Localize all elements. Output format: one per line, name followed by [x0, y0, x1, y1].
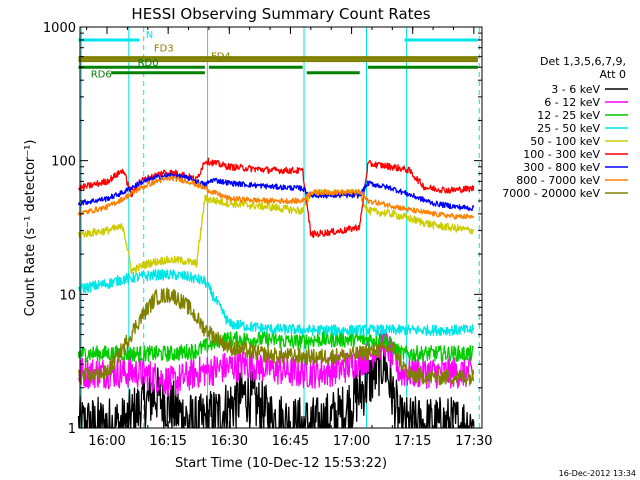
flag-label-rd0: RD0 [138, 58, 159, 69]
series-line-8 [77, 287, 475, 386]
legend-label-0: 3 - 6 keV [551, 83, 600, 96]
x-tick-label-5: 17:15 [394, 434, 431, 449]
x-tick-label-1: 16:15 [149, 434, 186, 449]
x-tick-label-2: 16:30 [211, 434, 248, 449]
chart-title: HESSI Observing Summary Count Rates [131, 5, 430, 23]
x-tick-label-6: 17:30 [455, 434, 492, 449]
series-line-5 [78, 157, 475, 239]
y-tick-label-3: 1000 [43, 21, 76, 36]
series-line-3 [77, 268, 475, 337]
legend-header-line1: Det 1,3,5,6,7,9, [540, 55, 626, 68]
legend-header-line2: Att 0 [600, 68, 626, 81]
series-line-7 [77, 175, 475, 220]
y-axis-ticks: 1 10 100 1000 [43, 21, 482, 437]
flag-label-fd4: FD4 [211, 52, 231, 63]
legend-label-5: 100 - 300 keV [523, 148, 600, 161]
x-tick-label-4: 17:00 [333, 434, 370, 449]
flag-label-rd6: RD6 [91, 70, 112, 81]
legend-label-4: 50 - 100 keV [530, 135, 600, 148]
legend-label-6: 300 - 800 keV [523, 161, 600, 174]
legend-label-8: 7000 - 20000 keV [502, 187, 600, 200]
x-axis-ticks: 16:00 16:15 16:30 16:45 17:00 17:15 17:30 [86, 27, 493, 449]
x-tick-label-3: 16:45 [272, 434, 309, 449]
legend-label-2: 12 - 25 keV [537, 109, 600, 122]
series-line-6 [77, 172, 475, 212]
y-tick-label-1: 10 [59, 288, 76, 303]
x-tick-label-0: 16:00 [88, 434, 125, 449]
legend-label-3: 25 - 50 keV [537, 122, 600, 135]
y-tick-label-2: 100 [51, 155, 76, 170]
series-line-4 [77, 188, 475, 275]
plot-timestamp: 16-Dec-2012 13:34 [559, 469, 636, 478]
y-tick-label-0: 1 [68, 422, 76, 437]
flag-label-fd3: FD3 [154, 44, 174, 55]
series-line-2 [77, 330, 474, 363]
plot-frame [79, 26, 483, 429]
x-axis-label: Start Time (10-Dec-12 15:53:22) [175, 456, 387, 471]
legend-label-1: 6 - 12 keV [544, 96, 600, 109]
legend-label-7: 800 - 7000 keV [516, 174, 600, 187]
flag-label-n: N [146, 30, 153, 41]
y-axis-label: Count Rate (s⁻¹ detector⁻¹) [23, 140, 38, 317]
